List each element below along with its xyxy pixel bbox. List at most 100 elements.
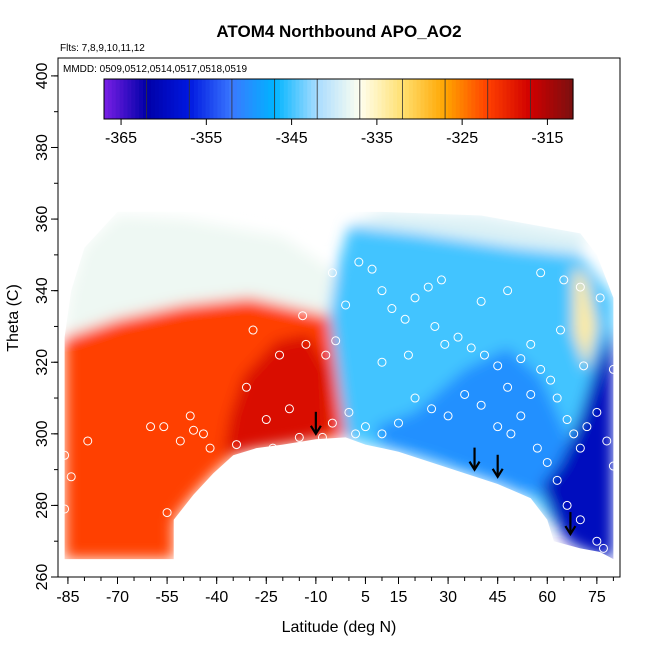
field-region-southern-hot-core — [223, 333, 333, 456]
sample-point — [555, 325, 565, 335]
sample-point — [394, 418, 404, 428]
sample-point — [503, 382, 513, 392]
sample-point — [294, 432, 304, 442]
x-axis: -85 -70 -55 -40 -25 -10 5 15 30 45 60 75 — [56, 577, 614, 606]
y-tick-label: 320 — [34, 349, 51, 376]
sample-point — [268, 443, 278, 453]
sample-point — [377, 286, 387, 296]
x-tick-label: 30 — [439, 589, 457, 606]
chart-title: ATOM4 Northbound APO_AO2 — [216, 22, 461, 41]
colorbar-tick-label: -345 — [276, 130, 308, 147]
sample-point — [225, 490, 235, 500]
x-tick-label: 60 — [538, 589, 556, 606]
arrow-markers — [309, 411, 577, 537]
sample-point — [403, 350, 413, 360]
field-region-northern-mid-blue — [375, 347, 568, 495]
sample-point — [274, 350, 284, 360]
sample-point — [298, 311, 308, 321]
colorbar-tick-label: -355 — [190, 130, 222, 147]
sample-point — [559, 275, 569, 285]
sample-point — [360, 422, 370, 432]
sample-point — [317, 432, 327, 442]
sample-point — [466, 343, 476, 353]
colorbar-frame — [103, 78, 574, 120]
sample-point — [344, 407, 354, 417]
sample-point — [367, 264, 377, 274]
x-tick-label: 5 — [361, 589, 370, 606]
down-arrow-icon — [309, 411, 322, 436]
sample-point — [410, 393, 420, 403]
y-tick-label: 360 — [34, 206, 51, 233]
sample-point — [503, 286, 513, 296]
sample-point — [430, 321, 440, 331]
plot-frame — [57, 57, 621, 578]
colorbar-tick-label: -365 — [105, 130, 137, 147]
sample-point — [546, 375, 556, 385]
sample-point — [341, 300, 351, 310]
sample-point — [569, 429, 579, 439]
sample-point — [327, 418, 337, 428]
sample-point — [423, 282, 433, 292]
sample-point — [575, 282, 585, 292]
colorbar-tick-label: -335 — [361, 130, 393, 147]
x-tick-label: -85 — [56, 589, 79, 606]
sample-point — [440, 339, 450, 349]
field-region-northeast-pale-wedge — [573, 265, 597, 370]
sample-point — [189, 425, 199, 435]
down-arrow-icon — [491, 454, 504, 479]
x-axis-label: Latitude (deg N) — [282, 619, 397, 636]
x-tick-label: -10 — [304, 589, 327, 606]
sample-point — [460, 389, 470, 399]
y-tick-label: 340 — [34, 277, 51, 304]
dates-label: MMDD: 0509,0512,0514,0517,0518,0519 — [63, 64, 247, 75]
y-axis-label: Theta (C) — [5, 284, 22, 352]
x-tick-label: -55 — [156, 589, 179, 606]
sample-point — [222, 465, 232, 475]
sample-point — [443, 411, 453, 421]
sample-point — [608, 461, 618, 471]
sample-point — [301, 339, 311, 349]
sample-point — [354, 257, 364, 267]
sample-point — [410, 293, 420, 303]
sample-point — [575, 443, 585, 453]
sample-point — [476, 400, 486, 410]
sample-point — [479, 350, 489, 360]
sample-point — [608, 364, 618, 374]
sample-point — [241, 382, 251, 392]
y-tick-label: 260 — [34, 564, 51, 591]
sample-points — [60, 257, 618, 553]
sample-point — [592, 407, 602, 417]
sample-point — [427, 404, 437, 414]
sample-point — [506, 429, 516, 439]
sample-point — [351, 429, 361, 439]
sample-point — [453, 332, 463, 342]
sample-point — [552, 393, 562, 403]
sample-point — [387, 304, 397, 314]
sample-point — [284, 404, 294, 414]
colorbar: -365 -355 -345 -335 -325 -315 — [103, 78, 574, 147]
sample-point — [261, 415, 271, 425]
sample-point — [592, 536, 602, 546]
sample-point — [60, 450, 70, 460]
y-tick-label: 280 — [34, 492, 51, 519]
sample-point — [579, 361, 589, 371]
sample-point — [175, 436, 185, 446]
down-arrow-icon — [564, 512, 577, 537]
sample-point — [377, 357, 387, 367]
heatmap-field — [64, 211, 614, 560]
colorbar-tick-label: -325 — [446, 130, 478, 147]
sample-point — [185, 411, 195, 421]
field-region-northeast-dark-blue — [540, 326, 614, 560]
sample-point — [476, 296, 486, 306]
x-tick-label: 15 — [390, 589, 408, 606]
sample-point — [331, 336, 341, 346]
sample-point — [248, 325, 258, 335]
sample-point — [232, 440, 242, 450]
y-tick-label: 300 — [34, 420, 51, 447]
x-tick-label: -25 — [255, 589, 278, 606]
sample-point — [526, 389, 536, 399]
x-tick-label: -70 — [106, 589, 129, 606]
sample-point — [436, 275, 446, 285]
sample-point — [321, 350, 331, 360]
